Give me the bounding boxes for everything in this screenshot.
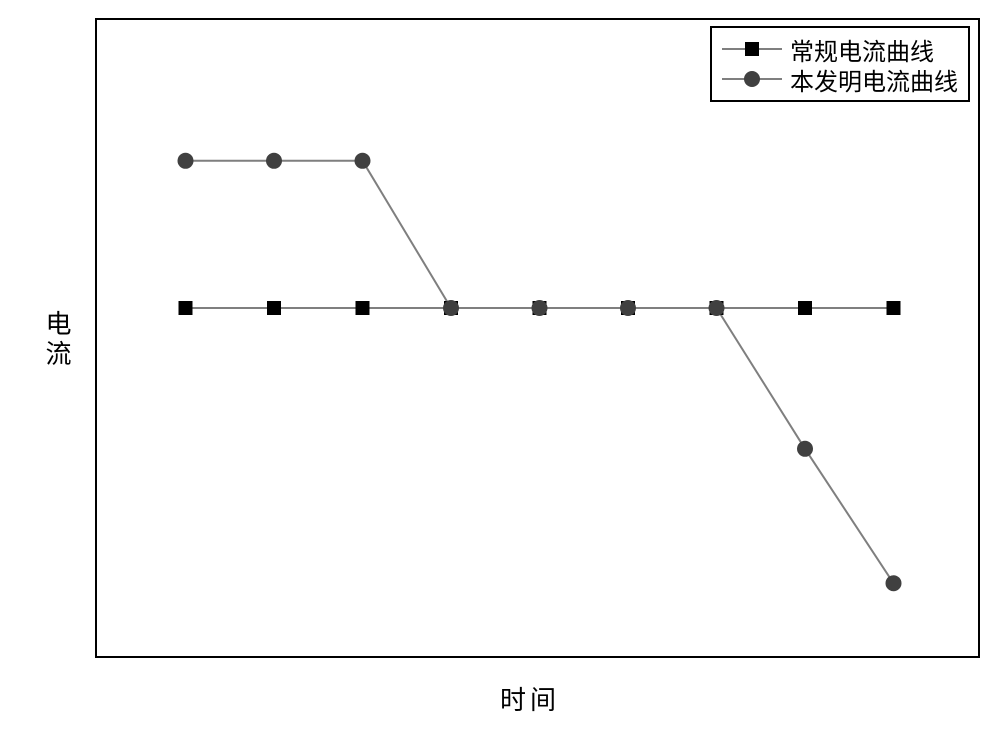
plot-svg [97, 20, 982, 660]
chart-container: 电流 时间 常规电流曲线本发明电流曲线 [0, 0, 1000, 731]
x-axis-label-text: 时间 [500, 686, 560, 715]
marker-invention [620, 300, 636, 316]
marker-conventional [887, 301, 901, 315]
marker-invention [886, 575, 902, 591]
marker-invention [532, 300, 548, 316]
marker-conventional [179, 301, 193, 315]
series-line-invention [186, 161, 894, 583]
marker-conventional [798, 301, 812, 315]
marker-invention [355, 153, 371, 169]
legend-row-conventional: 常规电流曲线 [722, 34, 958, 64]
plot-area: 常规电流曲线本发明电流曲线 [95, 18, 980, 658]
marker-invention [709, 300, 725, 316]
y-axis-label-text: 电流 [42, 310, 71, 370]
marker-conventional [267, 301, 281, 315]
marker-invention [178, 153, 194, 169]
legend-sample-invention [722, 69, 782, 89]
legend-row-invention: 本发明电流曲线 [722, 64, 958, 94]
marker-invention [797, 441, 813, 457]
y-axis-label: 电流 [38, 310, 75, 370]
legend-sample-conventional [722, 39, 782, 59]
marker-invention [443, 300, 459, 316]
marker-invention [266, 153, 282, 169]
legend-label-invention: 本发明电流曲线 [790, 62, 958, 97]
x-axis-label: 时间 [500, 680, 560, 717]
marker-conventional [356, 301, 370, 315]
legend-box: 常规电流曲线本发明电流曲线 [710, 26, 970, 102]
